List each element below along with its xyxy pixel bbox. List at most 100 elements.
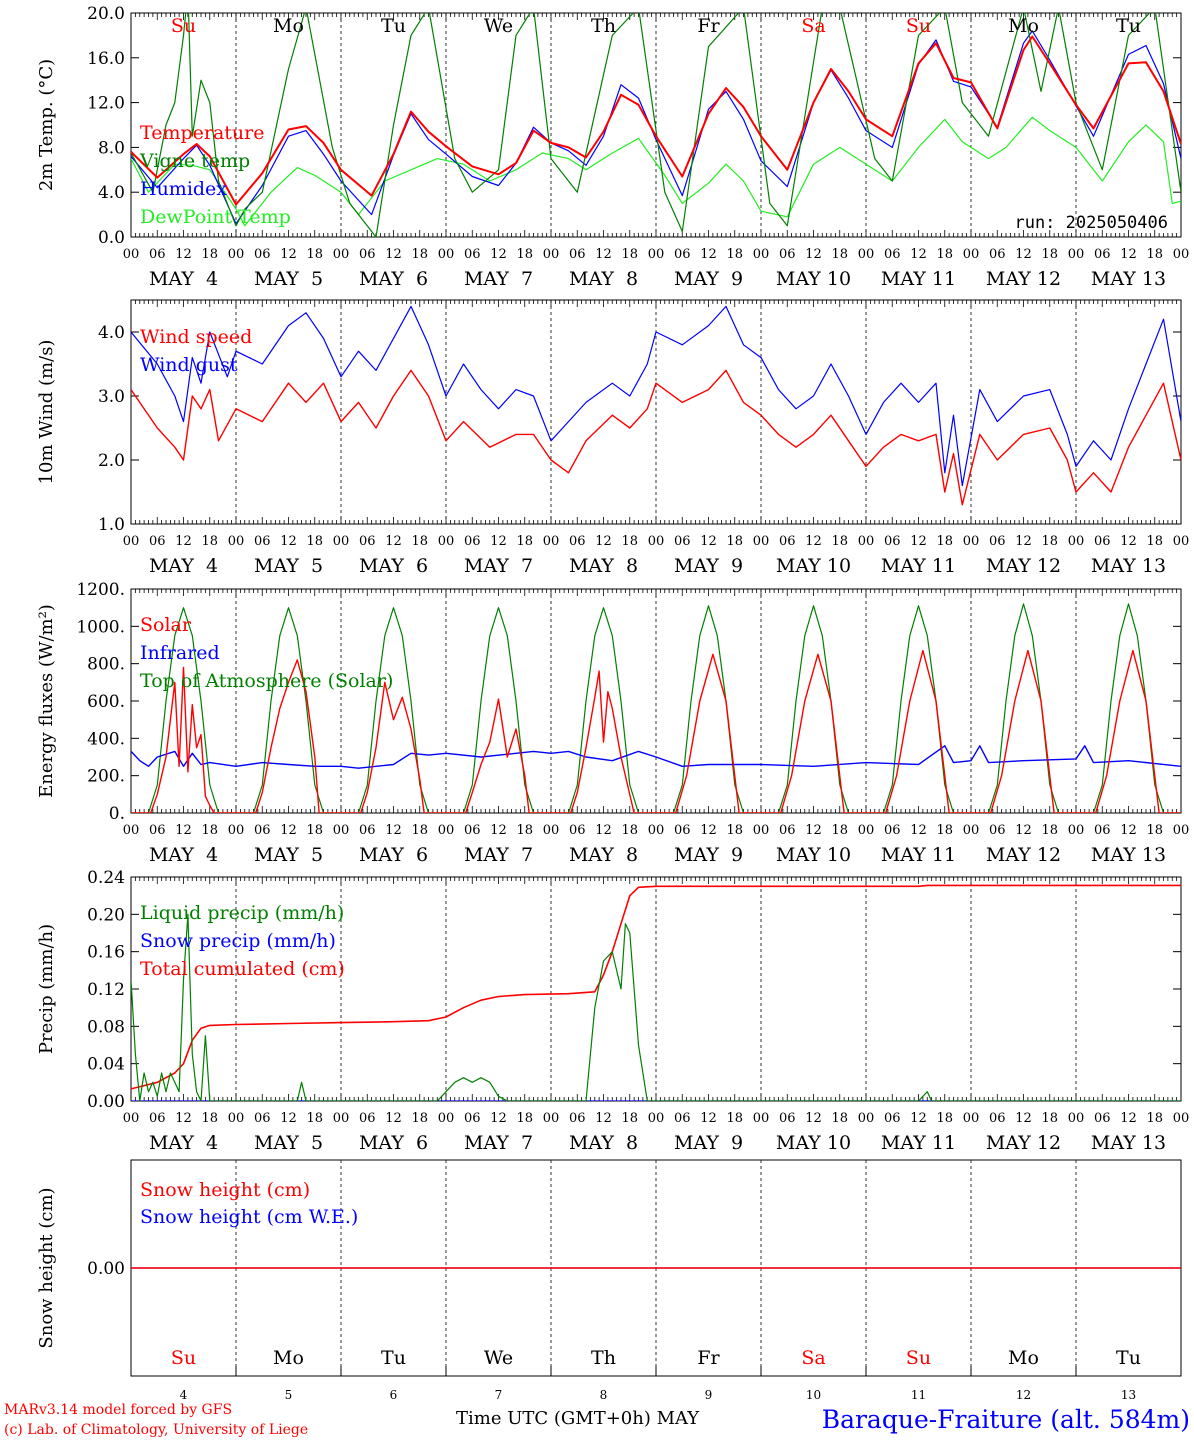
date-label: MAY 8	[569, 1132, 638, 1154]
x-hour-label: 00	[123, 247, 140, 262]
x-hour-label: 00	[858, 1111, 875, 1126]
series-group	[131, 13, 1181, 237]
x-hour-label: 18	[831, 823, 848, 838]
x-hour-label: 12	[490, 823, 507, 838]
x-hour-label: 00	[543, 534, 560, 549]
y-tick-label: 2.0	[98, 451, 125, 471]
x-hour-label: 12	[595, 1111, 612, 1126]
x-hour-label: 00	[1068, 247, 1085, 262]
x-hour-label: 12	[1120, 534, 1137, 549]
y-tick-label: 0.00	[87, 1259, 125, 1279]
x-hour-label: 00	[648, 1111, 665, 1126]
series-group	[131, 305, 1181, 506]
series-line-temperature	[131, 35, 1181, 206]
series-line-liquid-precip-mm-h-	[131, 913, 1181, 1101]
x-hour-label: 06	[359, 534, 376, 549]
weekday-label: Tu	[1116, 1347, 1141, 1369]
date-label: MAY 11	[881, 555, 956, 577]
x-hour-label: 00	[1068, 823, 1085, 838]
x-hour-label: 18	[1041, 247, 1058, 262]
date-label: MAY 10	[776, 844, 851, 866]
x-hour-label: 00	[543, 823, 560, 838]
run-label: run: 2025050406	[1014, 213, 1168, 233]
x-hour-label: 12	[595, 534, 612, 549]
weekday-label: Sa	[801, 15, 825, 37]
x-hour-label: 18	[621, 534, 638, 549]
x-hour-label: 18	[621, 823, 638, 838]
x-hour-label: 06	[779, 534, 796, 549]
x-hour-label: 00	[1068, 534, 1085, 549]
x-hour-label: 18	[516, 534, 533, 549]
x-hour-label: 00	[123, 1111, 140, 1126]
x-hour-label: 00	[1173, 823, 1190, 838]
x-hour-label: 18	[201, 247, 218, 262]
station-title: Baraque-Fraiture (alt. 584m)	[822, 1405, 1190, 1434]
legend-entry: Vigne temp	[139, 150, 250, 172]
x-hour-label: 12	[1120, 247, 1137, 262]
x-hour-label: 06	[464, 534, 481, 549]
y-tick-label: 0.16	[87, 943, 125, 963]
x-hour-label: 18	[201, 534, 218, 549]
x-hour-label: 00	[963, 823, 980, 838]
x-hour-label: 18	[1146, 1111, 1163, 1126]
weekday-label: Su	[906, 1347, 931, 1369]
x-hour-label: 12	[910, 247, 927, 262]
day-number-label: 5	[285, 1388, 293, 1402]
x-hour-label: 18	[621, 247, 638, 262]
x-hour-label: 12	[805, 534, 822, 549]
date-label: MAY 13	[1091, 844, 1166, 866]
weekday-label: Fr	[697, 1347, 720, 1369]
y-tick-label: 0.04	[87, 1055, 125, 1075]
x-hour-label: 18	[936, 534, 953, 549]
weekday-label: Fr	[697, 15, 720, 37]
weekday-label: Mo	[1008, 1347, 1039, 1369]
x-hour-label: 00	[858, 823, 875, 838]
x-hour-label: 18	[1146, 247, 1163, 262]
y-axis-label: Snow height (cm)	[36, 1187, 57, 1348]
date-label: MAY 5	[254, 1132, 323, 1154]
date-label: MAY 7	[464, 555, 533, 577]
x-hour-label: 00	[123, 823, 140, 838]
x-hour-label: 12	[175, 1111, 192, 1126]
plot-frame	[130, 588, 1182, 814]
x-hour-label: 12	[805, 823, 822, 838]
y-tick-label: 200.	[87, 767, 125, 787]
x-hour-label: 12	[805, 1111, 822, 1126]
x-hour-label: 18	[621, 1111, 638, 1126]
x-hour-label: 12	[1015, 1111, 1032, 1126]
date-label: MAY 4	[149, 844, 218, 866]
x-hour-label: 00	[753, 823, 770, 838]
x-hour-label: 18	[411, 823, 428, 838]
x-hour-label: 12	[700, 534, 717, 549]
date-label: MAY 7	[464, 1132, 533, 1154]
date-label: MAY 8	[569, 555, 638, 577]
x-hour-label: 06	[674, 823, 691, 838]
day-number-label: 10	[806, 1388, 821, 1402]
date-label: MAY 8	[569, 844, 638, 866]
day-number-label: 6	[390, 1388, 398, 1402]
legend-entry: Solar	[140, 614, 192, 636]
x-hour-label: 12	[385, 1111, 402, 1126]
x-hour-label: 12	[385, 823, 402, 838]
x-hour-label: 00	[228, 247, 245, 262]
x-hour-label: 18	[831, 1111, 848, 1126]
series-group	[131, 884, 1181, 1101]
date-label: MAY 12	[986, 1132, 1061, 1154]
weekday-label: Su	[171, 15, 196, 37]
date-label: MAY 6	[359, 844, 428, 866]
x-hour-label: 00	[543, 247, 560, 262]
x-hour-label: 00	[543, 1111, 560, 1126]
y-tick-label: 0.20	[87, 905, 125, 925]
x-hour-label: 06	[149, 534, 166, 549]
y-axis-label: 2m Temp. (°C)	[36, 59, 57, 191]
x-hour-label: 12	[1120, 823, 1137, 838]
x-hour-label: 06	[674, 534, 691, 549]
x-hour-label: 12	[1015, 534, 1032, 549]
x-hour-label: 00	[858, 247, 875, 262]
weekday-label: Sa	[801, 1347, 825, 1369]
x-hour-label: 06	[884, 534, 901, 549]
series-line-total-cumulated-cm-	[131, 884, 1181, 1090]
x-hour-label: 06	[1094, 1111, 1111, 1126]
x-hour-label: 06	[569, 534, 586, 549]
